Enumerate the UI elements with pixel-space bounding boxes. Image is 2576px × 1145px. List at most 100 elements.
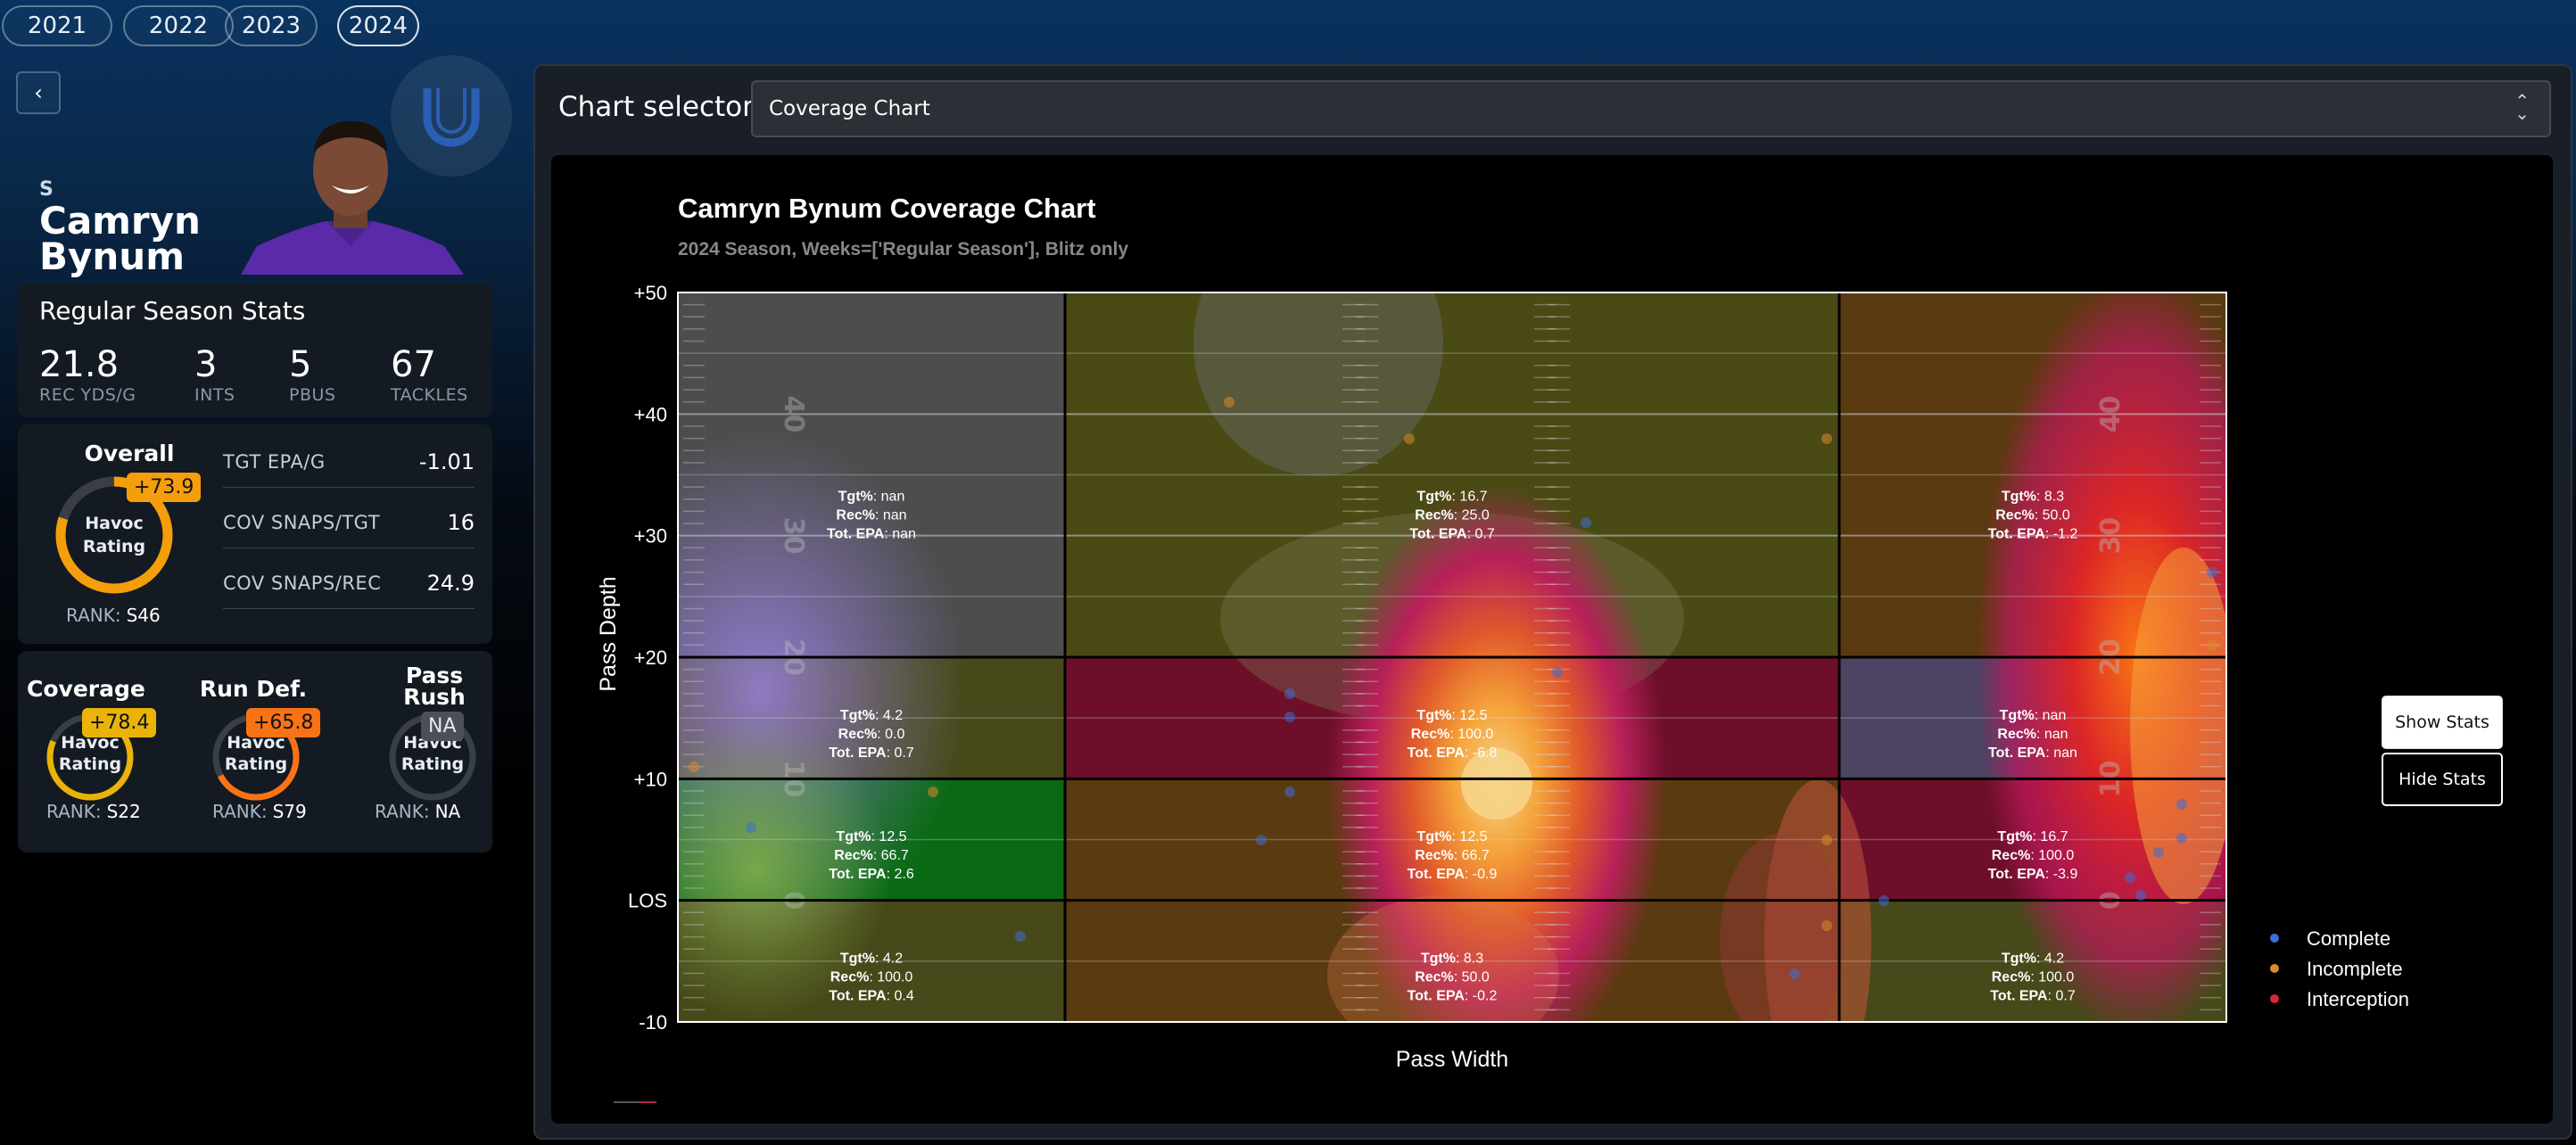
zone-deep-right: Tgt%: 8.3 Rec%: 50.0 Tot. EPA: -1.2: [1988, 489, 2078, 541]
zone-stat-line: Rec%: 100.0: [1411, 727, 1494, 742]
zone-stat-line: Rec%: 50.0: [1415, 969, 1490, 984]
show-stats-button[interactable]: Show Stats: [2382, 696, 2503, 749]
y-tick-label: LOS: [628, 890, 667, 912]
zone-stat-line: Rec%: 50.0: [1995, 507, 2070, 523]
stat-tackles-value: 67: [391, 344, 436, 385]
chevron-updown-icon: ⌃ ⌄: [2514, 90, 2530, 124]
coverage-chart: Camryn Bynum Coverage Chart 2024 Season, …: [596, 193, 2409, 1103]
divider: [223, 608, 475, 609]
data-point: [1284, 787, 1295, 797]
zone-stat-line: Tgt%: 8.3: [2002, 489, 2064, 504]
zone-behind-middle: Tgt%: 8.3 Rec%: 50.0 Tot. EPA: -0.2: [1408, 951, 1498, 1003]
data-point: [1581, 517, 1591, 528]
chart-selector-label: Chart selector:: [558, 91, 763, 123]
metric-value-cov-snaps-tgt: 16: [447, 510, 475, 535]
data-point: [1821, 920, 1832, 931]
zone-stat-line: Rec%: 0.0: [838, 727, 905, 742]
year-tab-2024[interactable]: 2024: [337, 5, 419, 46]
zone-stats: Tgt%: nan Rec%: nan Tot. EPA: nan Tgt%: 16.…: [827, 489, 2077, 1003]
metric-label-cov-snaps-tgt: COV SNAPS/TGT: [223, 512, 381, 533]
stat-rec-yds-label: REC YDS/G: [39, 385, 136, 405]
sub-ratings-card: Coverage Havoc Rating +78.4 RANK: S22 Run…: [18, 651, 492, 853]
player-position: S: [39, 178, 54, 201]
field-number: 30: [778, 517, 809, 555]
player-first-name: Camryn: [39, 199, 201, 243]
zone-stat-line: Rec%: nan: [1997, 727, 2068, 742]
season-stats-card: Regular Season Stats 21.8 REC YDS/G 3 IN…: [18, 284, 492, 417]
zone-behind-left: Tgt%: 4.2 Rec%: 100.0 Tot. EPA: 0.4: [829, 951, 914, 1003]
y-tick-label: +20: [634, 647, 667, 669]
year-tab-2023[interactable]: 2023: [225, 5, 318, 46]
data-point: [2207, 567, 2217, 578]
pass-rush-badge: NA: [421, 712, 464, 741]
metric-label-tgt-epa: TGT EPA/G: [223, 451, 326, 473]
y-tick-label: +10: [634, 768, 667, 790]
back-button[interactable]: ‹: [16, 71, 61, 114]
stat-rec-yds-value: 21.8: [39, 344, 120, 385]
zone-stat-line: Tot. EPA: -1.2: [1988, 526, 2078, 541]
legend: Complete Incomplete Interception: [2270, 927, 2409, 1010]
legend-marker: [2270, 994, 2279, 1003]
run-def-gauge-text-2: Rating: [224, 754, 288, 774]
chart-selector-dropdown[interactable]: Coverage Chart ⌃ ⌄: [751, 80, 2551, 137]
zone-stat-line: Tot. EPA: 0.7: [1409, 526, 1495, 541]
y-axis-label: Pass Depth: [596, 576, 621, 691]
data-point: [1224, 397, 1234, 408]
overall-gauge-text-2: Rating: [82, 537, 146, 556]
overall-rank: RANK: S46: [66, 605, 161, 626]
coverage-rank: RANK: S22: [46, 801, 141, 822]
player-photo: [237, 112, 464, 275]
legend-label: Complete: [2307, 927, 2390, 950]
metric-label-cov-snaps-rec: COV SNAPS/REC: [223, 572, 382, 594]
data-point: [2207, 640, 2217, 651]
zone-stat-line: Tgt%: nan: [838, 489, 905, 504]
x-axis-label: Pass Width: [1396, 1047, 1508, 1072]
zone-stat-line: Tot. EPA: 0.7: [1990, 988, 2076, 1003]
zone-stat-line: Tgt%: 16.7: [1997, 829, 2068, 844]
data-point: [2125, 872, 2135, 883]
pass-rush-gauge-text-2: Rating: [400, 754, 465, 774]
run-def-badge: +65.8: [246, 708, 321, 737]
year-tab-2022[interactable]: 2022: [123, 5, 234, 46]
year-tab-2021[interactable]: 2021: [2, 5, 112, 46]
heatmap-layer: [678, 292, 2226, 1022]
coverage-badge: +78.4: [82, 708, 157, 737]
pass-rush-title-2: Rush: [403, 684, 466, 710]
data-point: [928, 787, 938, 797]
field-number: 40: [778, 395, 809, 432]
zone-deep-middle: Tgt%: 16.7 Rec%: 25.0 Tot. EPA: 0.7: [1409, 489, 1495, 541]
metric-value-tgt-epa: -1.01: [418, 449, 475, 474]
data-point: [689, 762, 699, 772]
data-point: [1404, 433, 1415, 444]
zone-stat-line: Rec%: 66.7: [834, 848, 909, 863]
y-tick-label: +30: [634, 525, 667, 548]
data-point: [1878, 895, 1889, 906]
chevron-left-icon: ‹: [34, 80, 43, 105]
team-logo: [391, 55, 512, 177]
pass-rush-rank: RANK: NA: [375, 801, 461, 822]
zone-short-right: Tgt%: 16.7 Rec%: 100.0 Tot. EPA: -3.9: [1988, 829, 2078, 882]
season-stats-title: Regular Season Stats: [39, 296, 306, 325]
data-point: [1284, 688, 1295, 699]
y-tick-label: +40: [634, 403, 667, 425]
zone-stat-line: Tgt%: 16.7: [1416, 489, 1487, 504]
data-point: [746, 822, 756, 833]
data-point: [1789, 968, 1800, 979]
field-number: 30: [2095, 517, 2126, 555]
zone-stat-line: Tot. EPA: nan: [827, 526, 916, 541]
y-tick-label: -10: [639, 1011, 667, 1034]
player-name: Camryn Bynum: [39, 199, 201, 276]
zone-stat-line: Rec%: 66.7: [1415, 848, 1490, 863]
data-point: [1821, 835, 1832, 845]
zone-stat-line: Tgt%: 4.2: [2002, 951, 2064, 966]
zone-stat-line: Tgt%: 12.5: [836, 829, 906, 844]
zone-short-middle: Tgt%: 12.5 Rec%: 66.7 Tot. EPA: -0.9: [1408, 829, 1498, 882]
coverage-gauge-text-1: Havoc: [61, 733, 120, 753]
overall-gauge-text-1: Havoc: [85, 514, 144, 533]
zone-stat-line: Rec%: 25.0: [1415, 507, 1490, 523]
stat-pbus-label: PBUS: [289, 385, 336, 405]
hide-stats-button[interactable]: Hide Stats: [2382, 753, 2503, 806]
run-def-gauge-text-1: Havoc: [227, 733, 285, 753]
scatter-points: [689, 397, 2217, 979]
